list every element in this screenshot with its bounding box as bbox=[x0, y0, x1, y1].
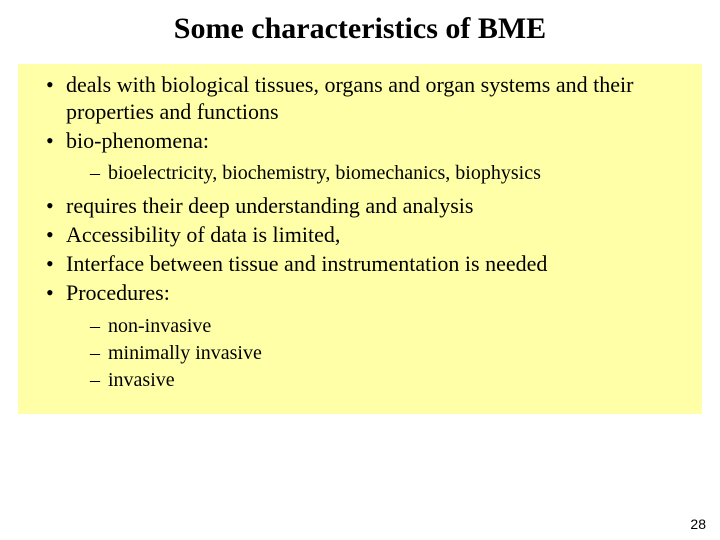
content-box: deals with biological tissues, organs an… bbox=[18, 64, 702, 414]
sub-bullet-list: non-invasive minimally invasive invasive bbox=[66, 313, 696, 394]
bullet-item: deals with biological tissues, organs an… bbox=[46, 72, 696, 126]
page-number: 28 bbox=[690, 516, 706, 532]
sub-bullet-item: invasive bbox=[90, 367, 696, 394]
bullet-list: deals with biological tissues, organs an… bbox=[24, 72, 696, 394]
bullet-text: bio-phenomena: bbox=[66, 128, 209, 153]
bullet-item: Procedures: non-invasive minimally invas… bbox=[46, 280, 696, 394]
sub-bullet-item: minimally invasive bbox=[90, 340, 696, 367]
bullet-item: bio-phenomena: bioelectricity, biochemis… bbox=[46, 128, 696, 188]
sub-bullet-list: bioelectricity, biochemistry, biomechani… bbox=[66, 160, 696, 187]
sub-bullet-item: non-invasive bbox=[90, 313, 696, 340]
bullet-item: requires their deep understanding and an… bbox=[46, 193, 696, 220]
slide-title: Some characteristics of BME bbox=[0, 0, 720, 64]
bullet-item: Interface between tissue and instrumenta… bbox=[46, 251, 696, 278]
bullet-text: Procedures: bbox=[66, 280, 170, 305]
slide: Some characteristics of BME deals with b… bbox=[0, 0, 720, 540]
sub-bullet-item: bioelectricity, biochemistry, biomechani… bbox=[90, 160, 696, 187]
bullet-item: Accessibility of data is limited, bbox=[46, 222, 696, 249]
